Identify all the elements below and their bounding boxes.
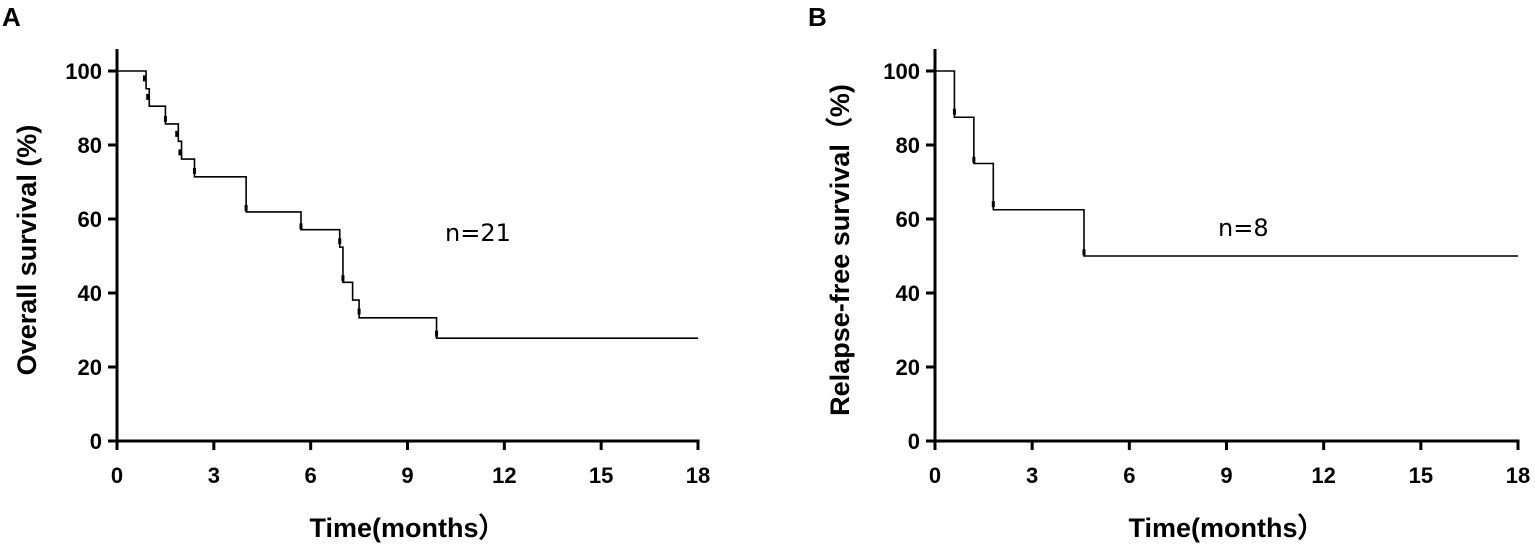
y-tick-label: 0 — [90, 429, 102, 454]
y-axis-title: Overall survival (%) — [12, 125, 42, 376]
x-tick-label: 0 — [929, 463, 941, 488]
x-axis-title: Time(months） — [1128, 513, 1324, 543]
y-tick-label: 40 — [78, 281, 102, 306]
x-tick-label: 9 — [1220, 463, 1232, 488]
y-tick-label: 0 — [908, 429, 920, 454]
x-tick-label: 3 — [208, 463, 220, 488]
x-tick-label: 9 — [401, 463, 413, 488]
x-tick-label: 12 — [1311, 463, 1335, 488]
sample-size-annotation: n=8 — [1218, 214, 1269, 242]
y-tick-label: 80 — [78, 133, 102, 158]
x-tick-label: 6 — [305, 463, 317, 488]
x-tick-label: 3 — [1026, 463, 1038, 488]
x-tick-label: 15 — [589, 463, 613, 488]
y-tick-label: 60 — [78, 207, 102, 232]
y-tick-label: 60 — [896, 207, 920, 232]
x-tick-label: 12 — [492, 463, 516, 488]
y-tick-label: 40 — [896, 281, 920, 306]
survival-curve — [935, 70, 1518, 257]
y-tick-label: 20 — [896, 355, 920, 380]
y-tick-label: 100 — [883, 59, 920, 84]
x-axis-title: Time(months） — [309, 513, 505, 543]
x-tick-label: 6 — [1123, 463, 1135, 488]
x-tick-label: 0 — [111, 463, 123, 488]
x-tick-label: 18 — [1506, 463, 1530, 488]
panel-label-B: B — [808, 2, 827, 32]
y-axis-title: Relapse-free survival（%) — [825, 84, 855, 416]
survival-curve — [117, 70, 698, 339]
y-tick-label: 20 — [78, 355, 102, 380]
y-tick-label: 80 — [896, 133, 920, 158]
x-tick-label: 18 — [686, 463, 710, 488]
sample-size-annotation: n=21 — [445, 219, 511, 247]
panel-label-A: A — [2, 2, 21, 32]
y-tick-label: 100 — [65, 59, 102, 84]
x-tick-label: 15 — [1409, 463, 1433, 488]
